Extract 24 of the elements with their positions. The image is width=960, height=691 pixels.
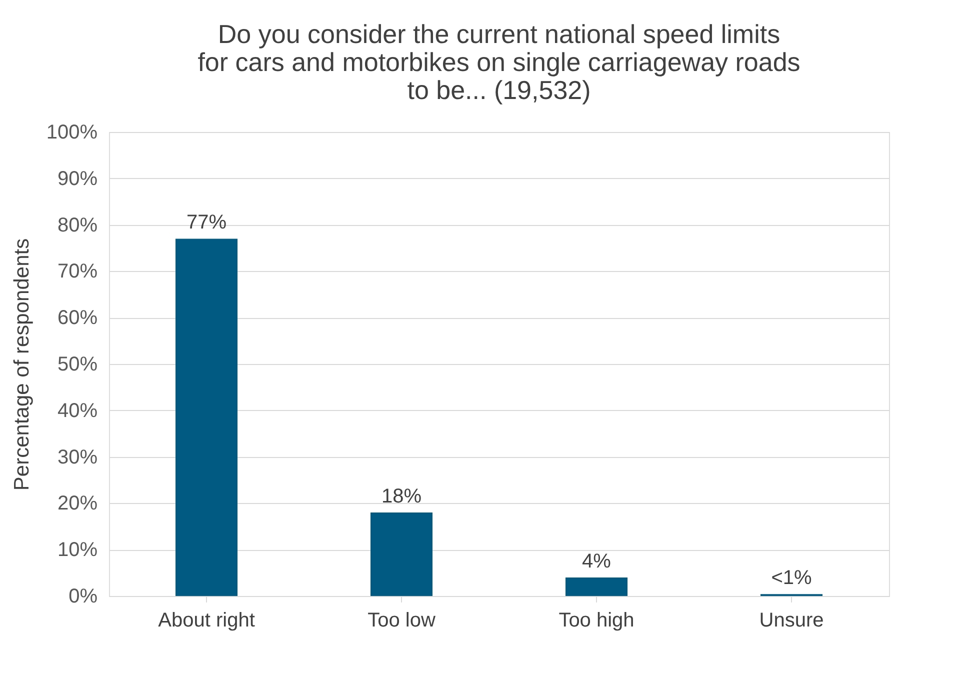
- x-tick-label: About right: [158, 610, 256, 632]
- x-tick-label: Unsure: [759, 610, 824, 632]
- y-tick-label: 20%: [57, 492, 98, 515]
- y-tick-label: 0%: [68, 586, 98, 608]
- y-tick-label: 70%: [57, 260, 98, 283]
- y-tick-label: 30%: [57, 446, 98, 468]
- y-tick-label: 60%: [57, 307, 98, 330]
- data-label: 18%: [381, 485, 422, 508]
- data-label: <1%: [771, 567, 812, 590]
- y-tick-label: 90%: [57, 168, 98, 190]
- x-tick-label: Too low: [368, 610, 436, 632]
- data-label: 77%: [186, 212, 227, 234]
- x-tick-label: Too high: [558, 610, 634, 632]
- chart-title: Do you consider the current national speed limits for cars and motorbikes on single carriageway roads to be... (19,532): [198, 19, 800, 105]
- bar: [370, 512, 432, 596]
- bar: [176, 238, 238, 596]
- y-tick-label: 80%: [57, 214, 98, 236]
- y-tick-label: 50%: [57, 354, 98, 376]
- y-tick-label: 10%: [57, 539, 98, 562]
- y-axis-title: Percentage of respondents: [10, 238, 34, 491]
- y-tick-label: 40%: [57, 400, 98, 422]
- y-tick-label: 100%: [46, 122, 98, 144]
- bar: [566, 577, 628, 596]
- data-label: 4%: [582, 550, 612, 572]
